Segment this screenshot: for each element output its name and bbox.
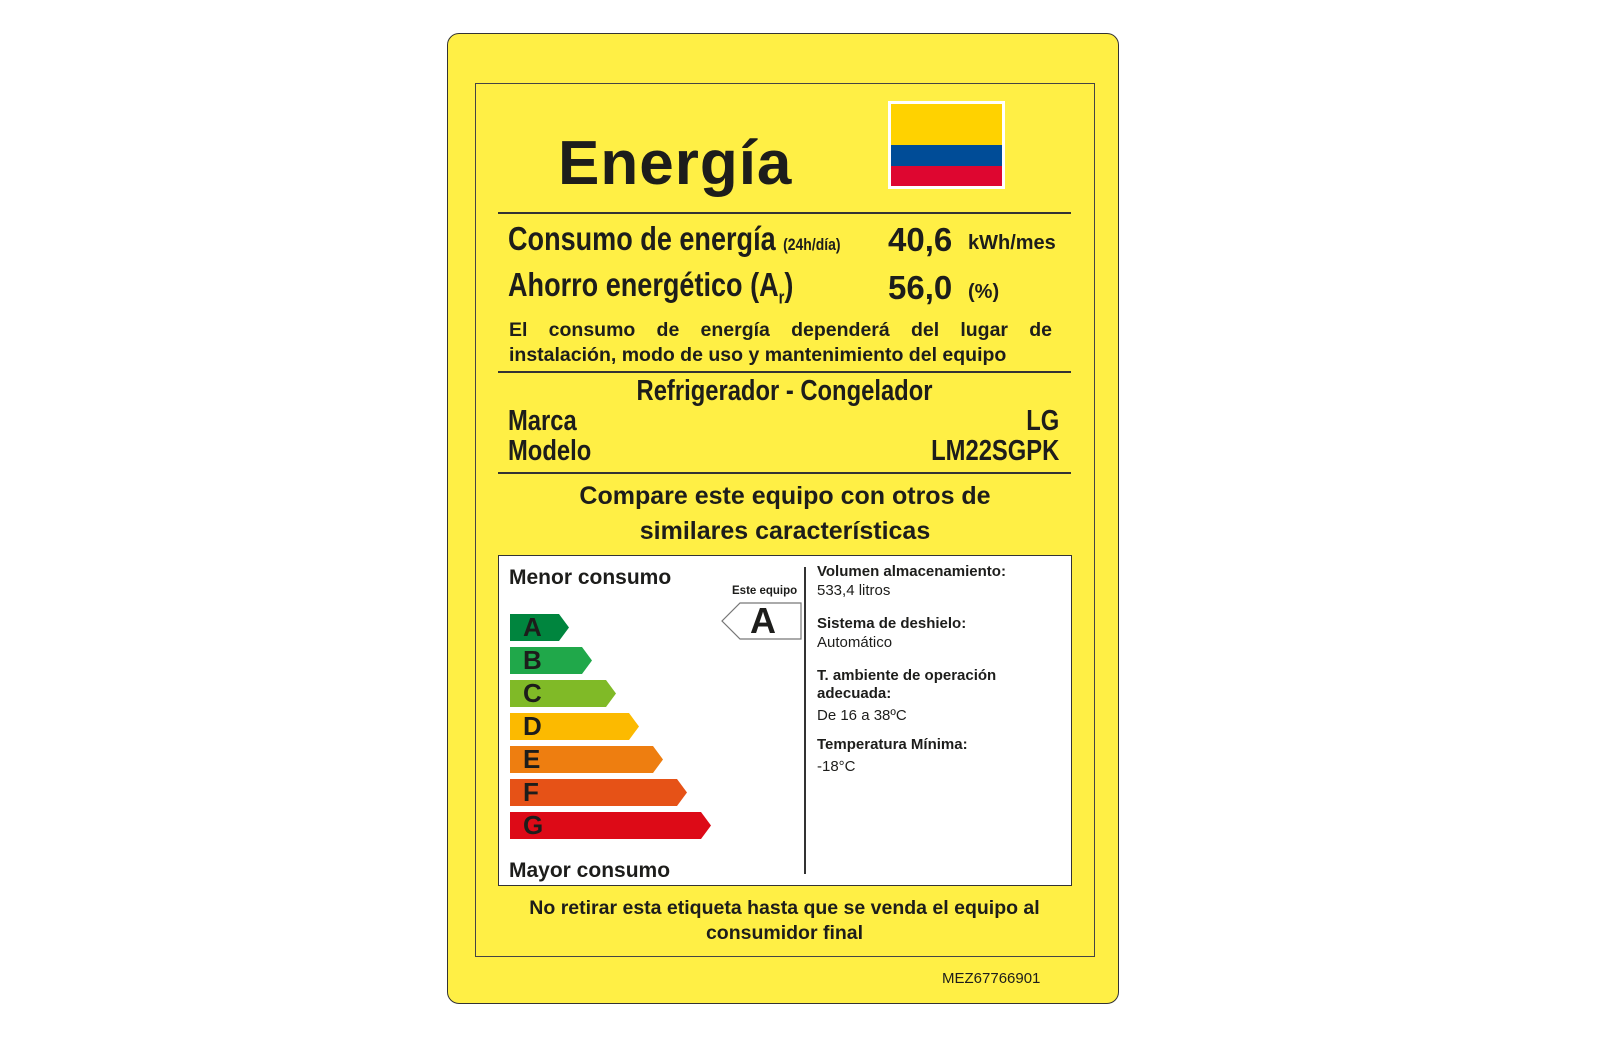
indicator-label: Este equipo (732, 585, 798, 597)
disclaimer: El consumo de energía dependerá del luga… (509, 319, 1052, 366)
savings-label: Ahorro energético (Ar) (508, 266, 794, 308)
energy-class-bar-d: D (510, 713, 639, 740)
rating-indicator-arrow-icon (721, 602, 802, 640)
spec-value: Automático (817, 634, 893, 651)
energy-class-bar-f: F (510, 779, 687, 806)
spec-item: Sistema de deshielo: Automático (817, 615, 1057, 667)
spec-label: T. ambiente de operación adecuada: (817, 667, 997, 702)
savings-unit: (%) (968, 281, 1000, 303)
energy-class-bar-a: A (510, 614, 569, 641)
brand-value: LG (1025, 405, 1059, 437)
energy-class-letter: A (523, 612, 542, 642)
consumption-unit: kWh/mes (968, 232, 1056, 254)
energy-class-bar-g: G (510, 812, 711, 839)
scale-top-label: Menor consumo (509, 566, 672, 589)
spec-item: T. ambiente de operación adecuada: De 16… (817, 667, 1057, 736)
footer-notice: No retirar esta etiqueta hasta que se ve… (529, 897, 1040, 944)
energy-class-bar-c: C (510, 680, 616, 707)
energy-class-letter: F (523, 777, 539, 807)
energy-class-letter: C (523, 678, 542, 708)
energy-class-bar-b: B (510, 647, 592, 674)
divider (498, 472, 1071, 474)
model-label: Modelo (508, 435, 592, 467)
model-value: LM22SGPK (930, 435, 1059, 467)
scale-bottom-label: Mayor consumo (509, 859, 671, 882)
spec-value: -18°C (817, 758, 856, 775)
specs-list: Volumen almacenamiento: 533,4 litros Sis… (817, 563, 1057, 775)
colombia-flag-icon (888, 101, 1005, 189)
energy-class-letter: G (523, 810, 544, 840)
savings-value: 56,0 (888, 269, 953, 306)
spec-item: Temperatura Mínima: -18°C (817, 736, 1057, 775)
product-type: Refrigerador - Congelador (636, 375, 933, 407)
spec-label: Sistema de deshielo: (817, 615, 967, 632)
energy-class-letter: E (523, 744, 541, 774)
panel-divider (804, 567, 806, 874)
spec-value: De 16 a 38ºC (817, 707, 907, 724)
label-title: Energía (558, 129, 793, 198)
spec-value: 533,4 litros (817, 582, 891, 599)
energy-class-letter: B (523, 645, 542, 675)
consumption-value: 40,6 (888, 221, 953, 258)
label-inner-frame (475, 83, 1095, 957)
compare-heading: Compare este equipo con otros de similar… (579, 482, 991, 545)
label-code: MEZ67766901 (942, 970, 1041, 987)
spec-item: Volumen almacenamiento: 533,4 litros (817, 563, 1057, 615)
energy-class-letter: D (523, 711, 542, 741)
rating-value: A (750, 600, 776, 641)
spec-label: Temperatura Mínima: (817, 736, 968, 753)
consumption-label: Consumo de energía (24h/día) (508, 220, 841, 257)
energy-class-bar-e: E (510, 746, 663, 773)
divider (498, 212, 1071, 214)
brand-label: Marca (508, 405, 577, 437)
divider (498, 371, 1071, 373)
spec-label: Volumen almacenamiento: (817, 563, 1006, 580)
